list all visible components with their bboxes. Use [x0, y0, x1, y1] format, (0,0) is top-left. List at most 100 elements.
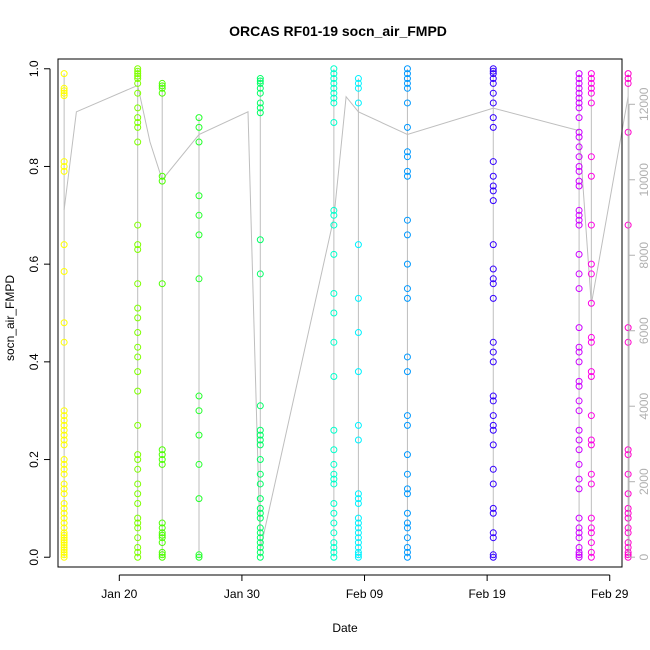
x-tick-label: Feb 09 [346, 587, 384, 601]
data-point [587, 412, 595, 420]
data-point [587, 79, 595, 87]
y2-tick-label: 10000 [637, 163, 650, 197]
data-point [60, 548, 68, 556]
data-point [403, 153, 411, 161]
data-point [256, 431, 264, 439]
data-point [330, 480, 338, 488]
data-point [60, 539, 68, 547]
data-point [575, 104, 583, 112]
data-point [624, 504, 632, 512]
data-point [195, 123, 203, 131]
data-point [489, 79, 497, 87]
data-point [60, 504, 68, 512]
data-point [575, 348, 583, 356]
data-point [60, 412, 68, 420]
data-point [60, 546, 68, 554]
data-point [330, 221, 338, 229]
data-point [256, 75, 264, 83]
data-point [256, 470, 264, 478]
data-point [330, 500, 338, 507]
data-point [575, 133, 583, 141]
data-point [330, 89, 338, 97]
y-tick-label: 0.6 [27, 255, 41, 272]
data-point [587, 436, 595, 444]
y2-tick-label: 2000 [637, 468, 650, 495]
data-point [60, 500, 68, 507]
data-point [354, 524, 362, 532]
y-tick-label: 1.0 [27, 60, 41, 77]
data-point [60, 553, 68, 561]
data-point [134, 114, 142, 122]
data-point [354, 75, 362, 83]
data-point [60, 485, 68, 493]
data-point [256, 79, 264, 87]
data-point [624, 128, 632, 136]
data-point [60, 338, 68, 346]
data-point [256, 495, 264, 503]
data-point [60, 70, 68, 78]
y2-tick-label: 8000 [637, 242, 650, 269]
data-point [60, 529, 68, 537]
data-point [256, 514, 264, 522]
altitude-layer [63, 68, 629, 558]
data-point [256, 534, 264, 542]
data-point [489, 241, 497, 249]
data-point [256, 402, 264, 410]
data-point [587, 529, 595, 537]
data-point [354, 495, 362, 503]
data-point [489, 426, 497, 434]
data-point [256, 109, 264, 117]
x-tick-label: Feb 29 [591, 587, 629, 601]
data-point [403, 368, 411, 376]
data-point [587, 338, 595, 346]
data-point [354, 368, 362, 376]
data-point [624, 551, 632, 559]
data-point [624, 470, 632, 478]
data-point [489, 275, 497, 283]
data-point [256, 426, 264, 434]
data-point [330, 529, 338, 537]
data-point [60, 536, 68, 544]
data-point [587, 548, 595, 556]
y-tick-label: 0.2 [27, 451, 41, 468]
data-point [134, 104, 142, 112]
data-point [60, 441, 68, 449]
data-point [158, 534, 166, 542]
data-point [354, 79, 362, 87]
data-point [330, 99, 338, 107]
data-point [354, 490, 362, 498]
data-point [403, 543, 411, 551]
data-point [256, 270, 264, 278]
data-point [624, 451, 632, 459]
data-point [354, 514, 362, 522]
data-point [403, 79, 411, 87]
data-point [489, 465, 497, 473]
data-point [195, 114, 203, 122]
data-point [195, 407, 203, 415]
data-point [60, 465, 68, 473]
data-point [575, 211, 583, 219]
data-point [60, 551, 68, 559]
altitude-line [63, 84, 629, 550]
data-point [575, 524, 583, 532]
data-point [158, 177, 166, 185]
data-point [587, 373, 595, 380]
axes-layer: 0.0 0.2 0.4 0.6 0.8 1.0 0 2000 4000 6000 8000 10000… [27, 60, 650, 601]
data-point [195, 138, 203, 146]
data-point [134, 548, 142, 556]
data-point [575, 436, 583, 444]
data-point [403, 123, 411, 131]
data-point [330, 548, 338, 556]
data-point [134, 387, 142, 395]
data-point [60, 480, 68, 488]
data-point [587, 333, 595, 341]
data-point [403, 421, 411, 429]
data-point [134, 329, 142, 337]
data-point [60, 407, 68, 415]
data-point [354, 534, 362, 542]
data-point [134, 519, 142, 527]
data-point [575, 128, 583, 136]
data-point [587, 539, 595, 547]
